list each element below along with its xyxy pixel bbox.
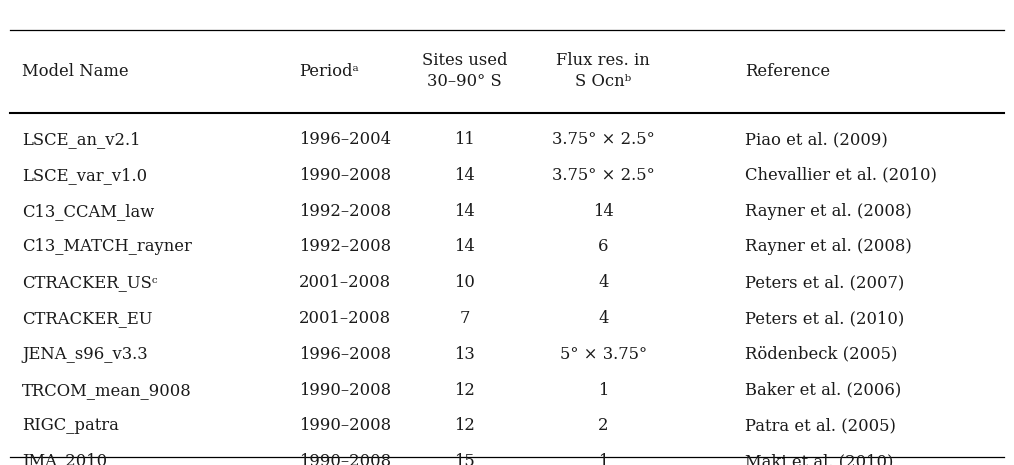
Text: Piao et al. (2009): Piao et al. (2009) <box>745 131 888 148</box>
Text: 13: 13 <box>454 346 475 363</box>
Text: LSCE_an_v2.1: LSCE_an_v2.1 <box>22 131 141 148</box>
Text: C13_CCAM_law: C13_CCAM_law <box>22 203 154 219</box>
Text: CTRACKER_EU: CTRACKER_EU <box>22 310 153 327</box>
Text: Baker et al. (2006): Baker et al. (2006) <box>745 382 901 399</box>
Text: 1996–2008: 1996–2008 <box>299 346 391 363</box>
Text: 1990–2008: 1990–2008 <box>299 418 391 434</box>
Text: Rödenbeck (2005): Rödenbeck (2005) <box>745 346 897 363</box>
Text: 3.75° × 2.5°: 3.75° × 2.5° <box>552 131 655 148</box>
Text: 2: 2 <box>598 418 608 434</box>
Text: C13_MATCH_rayner: C13_MATCH_rayner <box>22 239 193 255</box>
Text: Reference: Reference <box>745 63 830 80</box>
Text: 2001–2008: 2001–2008 <box>299 310 391 327</box>
Text: TRCOM_mean_9008: TRCOM_mean_9008 <box>22 382 192 399</box>
Text: 1990–2008: 1990–2008 <box>299 167 391 184</box>
Text: RIGC_patra: RIGC_patra <box>22 418 120 434</box>
Text: JMA_2010: JMA_2010 <box>22 453 107 465</box>
Text: Maki et al. (2010): Maki et al. (2010) <box>745 453 893 465</box>
Text: 15: 15 <box>454 453 475 465</box>
Text: 1992–2008: 1992–2008 <box>299 203 391 219</box>
Text: 12: 12 <box>454 418 475 434</box>
Text: Peters et al. (2010): Peters et al. (2010) <box>745 310 904 327</box>
Text: 3.75° × 2.5°: 3.75° × 2.5° <box>552 167 655 184</box>
Text: 12: 12 <box>454 382 475 399</box>
Text: 1: 1 <box>598 453 608 465</box>
Text: 1992–2008: 1992–2008 <box>299 239 391 255</box>
Text: Rayner et al. (2008): Rayner et al. (2008) <box>745 239 912 255</box>
Text: 14: 14 <box>454 167 475 184</box>
Text: Sites used
30–90° S: Sites used 30–90° S <box>422 53 507 90</box>
Text: CTRACKER_USᶜ: CTRACKER_USᶜ <box>22 274 158 291</box>
Text: 1990–2008: 1990–2008 <box>299 453 391 465</box>
Text: Model Name: Model Name <box>22 63 129 80</box>
Text: Rayner et al. (2008): Rayner et al. (2008) <box>745 203 912 219</box>
Text: Periodᵃ: Periodᵃ <box>299 63 359 80</box>
Text: 11: 11 <box>454 131 475 148</box>
Text: 1: 1 <box>598 382 608 399</box>
Text: 14: 14 <box>454 239 475 255</box>
Text: Patra et al. (2005): Patra et al. (2005) <box>745 418 896 434</box>
Text: Peters et al. (2007): Peters et al. (2007) <box>745 274 904 291</box>
Text: 4: 4 <box>598 274 608 291</box>
Text: 14: 14 <box>454 203 475 219</box>
Text: 6: 6 <box>598 239 608 255</box>
Text: 1996–2004: 1996–2004 <box>299 131 391 148</box>
Text: 10: 10 <box>454 274 475 291</box>
Text: Chevallier et al. (2010): Chevallier et al. (2010) <box>745 167 937 184</box>
Text: 5° × 3.75°: 5° × 3.75° <box>560 346 647 363</box>
Text: 2001–2008: 2001–2008 <box>299 274 391 291</box>
Text: Flux res. in
S Ocnᵇ: Flux res. in S Ocnᵇ <box>557 53 650 90</box>
Text: 14: 14 <box>593 203 613 219</box>
Text: JENA_s96_v3.3: JENA_s96_v3.3 <box>22 346 148 363</box>
Text: LSCE_var_v1.0: LSCE_var_v1.0 <box>22 167 147 184</box>
Text: 4: 4 <box>598 310 608 327</box>
Text: 7: 7 <box>459 310 469 327</box>
Text: 1990–2008: 1990–2008 <box>299 382 391 399</box>
